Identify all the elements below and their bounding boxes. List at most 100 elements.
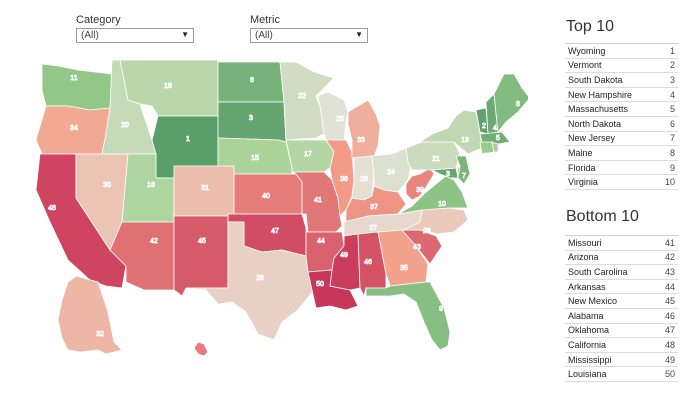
rank-value: 4: [669, 89, 675, 100]
state-name: New Jersey: [568, 133, 616, 144]
state-NC[interactable]: [403, 207, 469, 235]
map-label-MA: 5: [496, 135, 500, 142]
rank-value: 42: [664, 252, 675, 263]
metric-dropdown[interactable]: (All) ▼: [250, 28, 368, 43]
map-label-ND: 6: [250, 77, 254, 84]
state-VA[interactable]: [397, 175, 469, 215]
map-label-TN: 27: [369, 225, 377, 232]
rank-value: 41: [664, 237, 675, 248]
top10-title: Top 10: [566, 18, 615, 35]
state-TX[interactable]: [185, 221, 315, 341]
state-IL[interactable]: [325, 139, 355, 217]
map-label-AR: 44: [317, 238, 325, 245]
map-label-IN: 26: [360, 176, 368, 183]
state-name: Alabama: [568, 310, 604, 321]
state-WA[interactable]: [41, 63, 113, 111]
state-name: Arkansas: [568, 281, 606, 292]
table-row[interactable]: Virginia 10: [565, 175, 678, 190]
table-row[interactable]: Missouri 41: [565, 236, 678, 251]
top10-table: Wyoming 1 Vermont 2 South Dakota 3 New Hampshi…: [565, 43, 678, 190]
rank-value: 8: [669, 147, 675, 158]
map-label-MT: 18: [164, 83, 172, 90]
rank-value: 43: [664, 266, 675, 277]
table-row[interactable]: Alabama 46: [565, 309, 678, 324]
state-SD[interactable]: [217, 101, 287, 143]
state-MA[interactable]: [479, 131, 511, 145]
table-row[interactable]: Maine 8: [565, 146, 678, 161]
map-label-FL: 9: [439, 306, 443, 313]
state-OH[interactable]: [371, 147, 413, 193]
map-label-SD: 3: [249, 115, 253, 122]
rank-value: 6: [669, 118, 675, 129]
state-name: New Mexico: [568, 296, 618, 307]
map-label-NC: 29: [423, 228, 431, 235]
state-name: Florida: [568, 162, 596, 173]
rank-value: 9: [669, 162, 675, 173]
map-label-CO: 31: [201, 185, 209, 192]
table-row[interactable]: New Mexico 45: [565, 294, 678, 309]
map-label-AL: 46: [364, 259, 372, 266]
map-label-NJ: 7: [462, 173, 466, 180]
state-name: North Dakota: [568, 118, 622, 129]
table-row[interactable]: Florida 9: [565, 161, 678, 176]
state-name: Vermont: [568, 60, 602, 71]
rank-value: 5: [669, 104, 675, 115]
map-label-TX: 28: [256, 275, 264, 282]
map-label-PA: 21: [432, 156, 440, 163]
table-row[interactable]: Vermont 2: [565, 59, 678, 74]
table-row[interactable]: South Carolina 43: [565, 265, 678, 280]
table-row[interactable]: Louisiana 50: [565, 367, 678, 382]
rank-value: 48: [664, 339, 675, 350]
rank-value: 2: [669, 60, 675, 71]
map-label-KS: 40: [262, 193, 270, 200]
state-NM[interactable]: [173, 215, 229, 297]
state-FL[interactable]: [365, 281, 451, 351]
table-row[interactable]: Massachusetts 5: [565, 102, 678, 117]
map-label-WV: 39: [416, 187, 424, 194]
state-name: Oklahoma: [568, 325, 610, 336]
metric-filter-label: Metric: [250, 14, 280, 26]
state-ME[interactable]: [493, 73, 528, 134]
state-HI[interactable]: [193, 341, 209, 357]
table-row[interactable]: Mississippi 49: [565, 353, 678, 368]
map-label-AK: 32: [96, 331, 104, 338]
state-RI[interactable]: [491, 141, 499, 153]
map-label-VA: 10: [438, 201, 446, 208]
chevron-down-icon: ▼: [355, 30, 363, 39]
map-label-CT: 12: [483, 153, 491, 160]
table-row[interactable]: Arizona 42: [565, 251, 678, 266]
state-name: Louisiana: [568, 369, 607, 380]
state-WI[interactable]: [317, 91, 349, 141]
state-NJ[interactable]: [455, 155, 471, 185]
state-name: Maine: [568, 147, 593, 158]
map-label-NV: 30: [103, 182, 111, 189]
state-MI[interactable]: [347, 99, 381, 159]
map-label-MO: 41: [314, 197, 322, 204]
table-row[interactable]: California 48: [565, 338, 678, 353]
rank-value: 10: [664, 177, 675, 188]
map-label-WA: 11: [70, 75, 77, 82]
table-row[interactable]: Wyoming 1: [565, 44, 678, 59]
table-row[interactable]: New Jersey 7: [565, 132, 678, 147]
map-label-DE: 1: [466, 182, 470, 189]
rank-value: 1: [669, 45, 675, 56]
map-label-GA: 35: [400, 265, 408, 272]
state-AK[interactable]: [57, 275, 123, 355]
table-row[interactable]: South Dakota 3: [565, 73, 678, 88]
table-row[interactable]: Oklahoma 47: [565, 324, 678, 339]
table-row[interactable]: Arkansas 44: [565, 280, 678, 295]
map-label-MD: 3: [446, 171, 450, 178]
table-row[interactable]: North Dakota 6: [565, 117, 678, 132]
map-label-NE: 15: [251, 155, 259, 162]
rank-value: 45: [664, 296, 675, 307]
state-WV[interactable]: [405, 167, 435, 201]
metric-dropdown-value: (All): [255, 30, 273, 41]
table-row[interactable]: New Hampshire 4: [565, 88, 678, 103]
state-KY[interactable]: [345, 185, 407, 223]
state-name: Virginia: [568, 177, 598, 188]
map-label-LA: 50: [316, 281, 324, 288]
map-label-AZ: 42: [150, 238, 158, 245]
state-name: Mississippi: [568, 354, 612, 365]
category-dropdown[interactable]: (All) ▼: [76, 28, 194, 43]
state-name: Wyoming: [568, 45, 606, 56]
